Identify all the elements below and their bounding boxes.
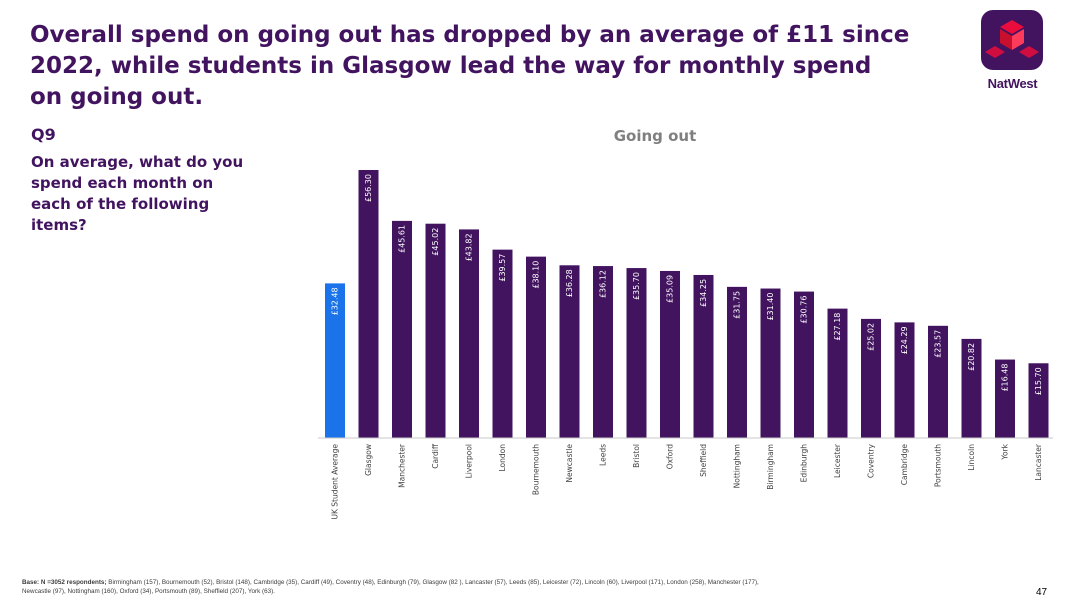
bar-sheffield (693, 274, 714, 438)
bar-birmingham (760, 288, 781, 438)
bar-bournemouth (526, 256, 546, 438)
question-text: On average, what do you spend each month… (31, 153, 244, 234)
base-label: Base: N =3052 respondents; (22, 579, 107, 586)
value-label-liverpool: £43.82 (465, 233, 474, 261)
value-label-york: £16.48 (1001, 364, 1010, 392)
bar-lancaster (1028, 363, 1049, 438)
bar-manchester (392, 220, 412, 438)
value-label-lincoln: £20.82 (967, 343, 976, 371)
bar-cardiff (425, 223, 446, 438)
bar-glasgow (358, 170, 379, 438)
natwest-cubes-icon (985, 20, 1039, 58)
category-label-portsmouth: Portsmouth (934, 444, 943, 487)
category-label-lincoln: Lincoln (967, 444, 976, 471)
value-label-lancaster: £15.70 (1034, 367, 1043, 395)
value-label-leeds: £36.12 (599, 270, 608, 298)
category-label-nottingham: Nottingham (733, 444, 742, 488)
bar-liverpool (459, 229, 479, 438)
value-label-birmingham: £31.40 (766, 293, 775, 321)
value-label-cardiff: £45.02 (431, 228, 440, 256)
category-label-bristol: Bristol (632, 444, 641, 468)
bar-portsmouth (928, 325, 948, 438)
category-label-coventry: Coventry (867, 443, 876, 478)
category-label-newcastle: Newcastle (565, 444, 574, 483)
base-detail: Birmingham (157), Bournemouth (52), Bris… (22, 579, 759, 595)
bar-bristol (626, 268, 647, 438)
value-label-manchester: £45.61 (398, 225, 407, 253)
bar-uk-student-average (325, 283, 345, 438)
category-label-bournemouth: Bournemouth (532, 444, 541, 495)
category-label-cambridge: Cambridge (900, 444, 909, 486)
slide-title: Overall spend on going out has dropped b… (30, 22, 910, 110)
value-label-portsmouth: £23.57 (934, 330, 943, 358)
value-label-coventry: £25.02 (867, 323, 876, 351)
category-label-leeds: Leeds (599, 444, 608, 466)
value-label-nottingham: £31.75 (733, 291, 742, 319)
category-label-lancaster: Lancaster (1034, 443, 1043, 481)
bar-edinburgh (794, 291, 814, 438)
value-label-oxford: £35.09 (666, 275, 675, 303)
category-label-oxford: Oxford (666, 444, 675, 470)
natwest-logo: NatWest (975, 6, 1050, 96)
category-label-uk-student-average: UK Student Average (331, 444, 340, 520)
natwest-logo-mark (981, 10, 1043, 70)
bar-london (492, 249, 513, 438)
bar-york (995, 359, 1015, 438)
value-label-bournemouth: £38.10 (532, 261, 541, 289)
bar-leeds (593, 266, 613, 438)
value-label-edinburgh: £30.76 (800, 296, 809, 324)
natwest-logo-text: NatWest (987, 76, 1038, 91)
bar-nottingham (727, 286, 747, 438)
category-label-glasgow: Glasgow (364, 444, 373, 476)
category-label-manchester: Manchester (398, 443, 407, 488)
category-label-birmingham: Birmingham (766, 444, 775, 490)
bar-newcastle (559, 265, 580, 438)
category-label-edinburgh: Edinburgh (800, 444, 809, 483)
category-label-liverpool: Liverpool (465, 444, 474, 478)
chart-title: Going out (614, 127, 697, 145)
bar-cambridge (894, 322, 915, 438)
value-label-bristol: £35.70 (632, 272, 641, 300)
category-label-cardiff: Cardiff (431, 443, 440, 469)
value-label-london: £39.57 (498, 254, 507, 282)
category-label-sheffield: Sheffield (699, 444, 708, 477)
bar-leicester (827, 308, 848, 438)
value-label-uk-student-average: £32.48 (331, 287, 340, 315)
category-label-leicester: Leicester (833, 443, 842, 478)
question-number: Q9 (31, 125, 56, 144)
value-label-newcastle: £36.28 (565, 269, 574, 297)
value-label-leicester: £27.18 (833, 313, 842, 341)
bar-coventry (861, 318, 881, 438)
value-label-cambridge: £24.29 (900, 326, 909, 354)
page-number: 47 (1036, 587, 1048, 598)
base-note: Base: N =3052 respondents; Birmingham (1… (22, 578, 782, 596)
category-label-york: York (1001, 443, 1010, 460)
value-label-glasgow: £56.30 (364, 174, 373, 202)
bar-oxford (660, 270, 680, 438)
category-label-london: London (498, 444, 507, 472)
value-label-sheffield: £34.25 (699, 279, 708, 307)
bar-lincoln (961, 338, 982, 438)
